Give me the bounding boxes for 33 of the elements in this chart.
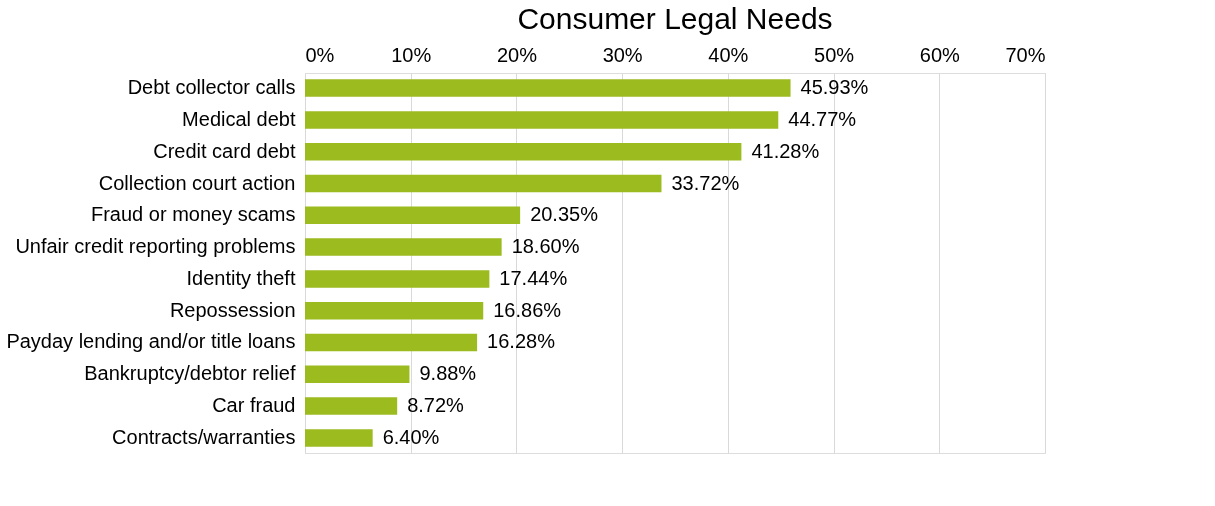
y-tick-label: Bankruptcy/debtor relief [84,362,296,385]
x-tick-label: 50% [814,43,855,66]
data-label: 9.88% [419,362,477,385]
x-tick-label: 60% [919,43,961,66]
y-tick-label: Contracts/warranties [112,425,296,448]
x-tick-label: 70% [1005,43,1046,66]
x-tick-label: 40% [708,43,749,66]
data-label: 17.44% [499,266,568,289]
data-label: 45.93% [800,76,869,99]
y-tick-label: Repossession [169,298,296,321]
y-tick-label: Car fraud [212,394,296,417]
data-label: 16.28% [487,330,556,353]
data-label: 44.77% [788,107,857,130]
data-label: 18.60% [511,235,580,258]
x-tick-label: 10% [391,43,432,66]
data-label: 16.86% [493,298,562,321]
y-tick-label: Identity theft [186,266,296,289]
y-tick-label: Fraud or money scams [90,203,296,226]
y-tick-label: Unfair credit reporting problems [15,235,296,258]
data-label: 6.40% [382,425,440,448]
data-label: 33.72% [671,171,740,194]
y-tick-label: Collection court action [98,171,296,194]
x-tick-label: 30% [602,43,643,66]
x-tick-label: 20% [496,43,538,66]
data-label: 20.35% [530,203,599,226]
x-tick-label: 0% [305,43,335,66]
y-tick-label: Debt collector calls [127,76,296,99]
chart-title: Consumer Legal Needs [517,2,833,35]
data-label: 8.72% [407,394,465,417]
y-tick-label: Medical debt [182,107,296,130]
y-tick-label: Payday lending and/or title loans [6,330,296,353]
y-tick-label: Credit card debt [153,139,296,162]
data-label: 41.28% [751,139,820,162]
